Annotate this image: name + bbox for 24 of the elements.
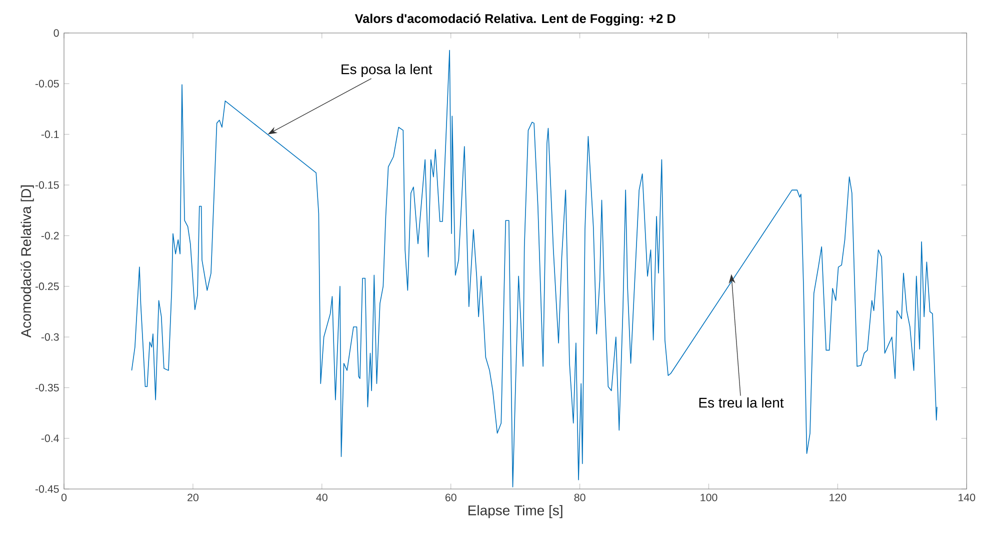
x-tick-label: 80 (574, 494, 586, 502)
y-tick-label: -0.45 (35, 485, 59, 493)
chart-title: Valors d'acomodació Relativa. Lent de Fogging: +2 D (354, 14, 676, 26)
x-tick-label: 40 (316, 494, 328, 502)
x-tick-label: 0 (61, 494, 67, 502)
y-tick-label: -0.1 (41, 130, 59, 138)
x-tick-label: 120 (830, 494, 846, 502)
y-tick-label: 0 (54, 29, 59, 37)
y-tick-label: -0.4 (41, 434, 59, 442)
x-tick-label: 140 (958, 494, 976, 502)
annotation: Es posa la lent (342, 64, 432, 77)
x-tick-label: 100 (700, 494, 718, 502)
x-axis-title: Elapse Time [s] (468, 505, 562, 518)
y-tick-label: -0.25 (35, 282, 59, 290)
y-tick-label: -0.3 (41, 333, 59, 341)
y-tick-label: -0.15 (35, 181, 59, 189)
annotation: Es treu la lent (699, 397, 784, 408)
y-tick-label: -0.2 (41, 232, 59, 240)
x-tick-label: 20 (188, 494, 198, 502)
y-tick-label: -0.05 (35, 80, 59, 88)
y-axis-title: Acomodació Relativa [D] (20, 185, 34, 338)
x-tick-label: 60 (445, 494, 456, 502)
line-series (131, 50, 938, 488)
y-tick-label: -0.35 (35, 384, 59, 392)
